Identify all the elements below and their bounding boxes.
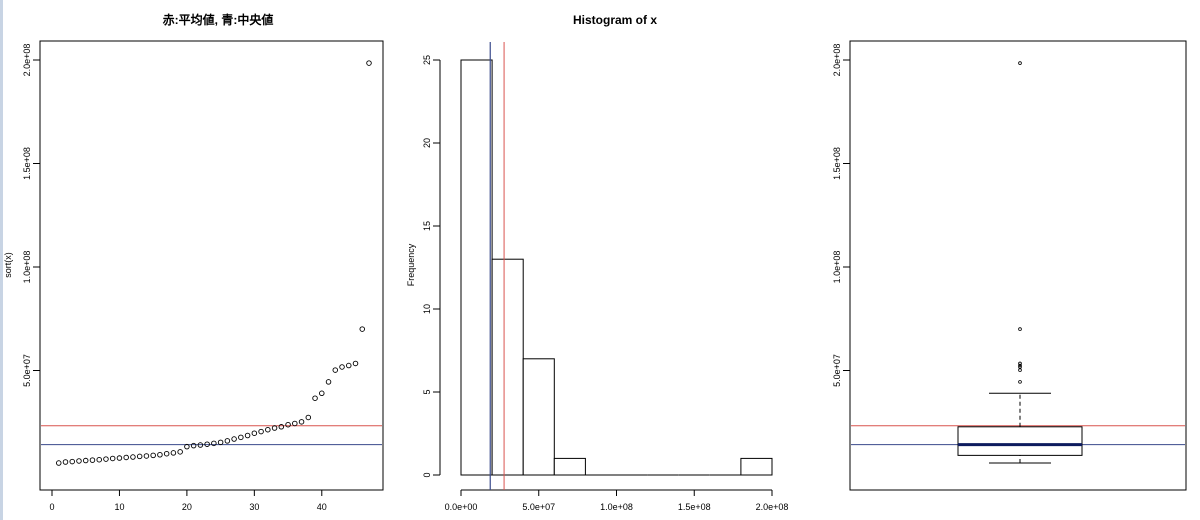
data-point bbox=[359, 326, 366, 332]
data-point bbox=[352, 360, 359, 367]
data-point bbox=[305, 414, 312, 421]
boxplot-panel: 5.0e+07 1.0e+08 1.5e+08 2.0e+08 bbox=[832, 40, 1187, 491]
data-point bbox=[211, 440, 217, 447]
data-point bbox=[265, 426, 271, 433]
boxplot-y-tick-label: 1.0e+08 bbox=[832, 251, 842, 284]
histogram-x-tick-label: 5.0e+07 bbox=[522, 502, 555, 512]
boxplot-plot-frame bbox=[849, 40, 1187, 491]
data-point bbox=[298, 419, 305, 425]
outlier-point bbox=[1018, 327, 1022, 331]
histogram-panel: Histogram of x Frequency 0 5 10 15 20 25 0.0e+… bbox=[406, 13, 788, 512]
data-point bbox=[184, 443, 190, 450]
outlier-point bbox=[1018, 363, 1022, 368]
histogram-x-tick-label: 0.0e+00 bbox=[445, 502, 478, 512]
data-point bbox=[89, 457, 96, 463]
histogram-y-axis-label: Frequency bbox=[406, 243, 416, 286]
histogram-bar bbox=[460, 59, 493, 476]
data-point bbox=[116, 455, 123, 461]
data-point bbox=[238, 434, 244, 441]
box bbox=[957, 426, 1083, 456]
data-point bbox=[143, 453, 150, 459]
data-point bbox=[69, 458, 75, 465]
scatter-y-tick-label: 5.0e+07 bbox=[22, 354, 32, 387]
histogram-y-tick-label: 25 bbox=[422, 55, 432, 65]
data-point bbox=[339, 364, 345, 370]
outlier-point bbox=[1018, 368, 1022, 372]
data-point bbox=[123, 454, 129, 461]
scatter-plot-frame bbox=[39, 40, 384, 491]
window-edge bbox=[0, 0, 3, 520]
data-point bbox=[366, 60, 372, 66]
scatter-x-tick-label: 10 bbox=[114, 502, 124, 512]
data-point bbox=[332, 367, 339, 373]
scatter-x-tick-label: 40 bbox=[317, 502, 327, 512]
data-point bbox=[224, 438, 231, 444]
histogram-y-tick-label: 15 bbox=[422, 221, 432, 231]
scatter-x-tick-label: 20 bbox=[182, 502, 192, 512]
scatter-y-tick-label: 1.5e+08 bbox=[22, 147, 32, 180]
data-point bbox=[109, 455, 116, 462]
histogram-x-tick-label: 2.0e+08 bbox=[756, 502, 789, 512]
data-point bbox=[231, 436, 237, 442]
data-point bbox=[157, 451, 163, 458]
data-point bbox=[170, 450, 177, 456]
boxplot-y-tick-label: 1.5e+08 bbox=[832, 147, 842, 180]
outlier-point bbox=[1018, 361, 1022, 366]
scatter-y-axis-label: sort(x) bbox=[3, 252, 13, 278]
data-point bbox=[136, 453, 143, 460]
data-point bbox=[62, 459, 69, 465]
data-point bbox=[96, 456, 102, 463]
data-point bbox=[197, 442, 204, 448]
data-point bbox=[130, 454, 136, 460]
histogram-y-tick-label: 10 bbox=[422, 304, 432, 314]
histogram-y-tick-label: 5 bbox=[422, 389, 432, 394]
histogram-bar bbox=[740, 457, 773, 476]
data-point bbox=[271, 425, 278, 431]
histogram-y-tick-label: 20 bbox=[422, 138, 432, 148]
outlier-point bbox=[1018, 61, 1022, 65]
data-point bbox=[190, 442, 197, 449]
data-point bbox=[82, 457, 89, 464]
data-point bbox=[325, 379, 332, 385]
histogram-bar bbox=[491, 258, 524, 476]
outlier-point bbox=[1018, 365, 1022, 369]
data-point bbox=[163, 450, 170, 457]
data-point bbox=[312, 395, 318, 401]
scatter-panel: 赤:平均値, 青:中央値 sort(x) 5.0e+07 1.0e+08 1.5e+… bbox=[3, 12, 384, 512]
data-point bbox=[217, 439, 224, 446]
outlier-point bbox=[1018, 380, 1022, 384]
data-point bbox=[278, 424, 285, 430]
data-point bbox=[258, 428, 264, 435]
histogram-x-tick-label: 1.0e+08 bbox=[600, 502, 633, 512]
histogram-x-tick-label: 1.5e+08 bbox=[678, 502, 711, 512]
data-point bbox=[177, 449, 183, 455]
data-point bbox=[204, 441, 210, 447]
data-point bbox=[55, 460, 62, 466]
histogram-title: Histogram of x bbox=[573, 13, 657, 27]
data-point bbox=[285, 421, 291, 428]
histogram-bar bbox=[553, 457, 586, 476]
histogram-y-tick-label: 0 bbox=[422, 472, 432, 477]
data-point bbox=[103, 456, 109, 462]
scatter-y-tick-label: 2.0e+08 bbox=[22, 44, 32, 77]
scatter-y-tick-label: 1.0e+08 bbox=[22, 251, 32, 284]
data-point bbox=[346, 362, 352, 369]
scatter-title: 赤:平均値, 青:中央値 bbox=[163, 12, 274, 27]
data-point bbox=[150, 452, 156, 459]
data-point bbox=[244, 432, 251, 439]
data-point bbox=[251, 430, 258, 436]
data-point bbox=[319, 390, 325, 397]
scatter-x-tick-label: 0 bbox=[49, 502, 54, 512]
data-point bbox=[76, 458, 82, 464]
histogram-bar bbox=[522, 358, 555, 476]
boxplot-y-tick-label: 5.0e+07 bbox=[832, 354, 842, 387]
boxplot-y-tick-label: 2.0e+08 bbox=[832, 44, 842, 77]
data-point bbox=[292, 420, 298, 427]
scatter-x-tick-label: 30 bbox=[249, 502, 259, 512]
